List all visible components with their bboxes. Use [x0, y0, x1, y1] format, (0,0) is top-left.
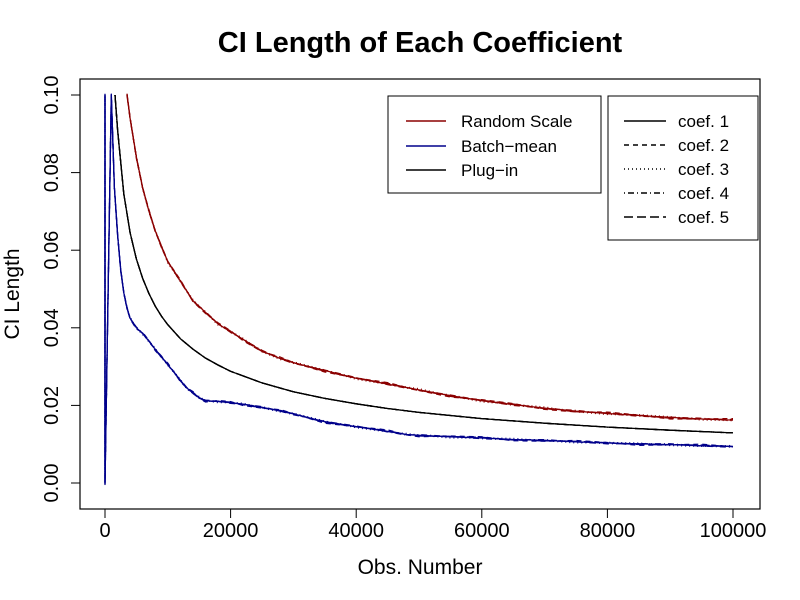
y-tick-label: 0.06	[41, 231, 63, 270]
x-axis: 0 20000 40000 60000 80000 100000	[99, 508, 767, 542]
legend-label-coef-3: coef. 3	[678, 160, 729, 179]
y-axis-label: CI Length	[1, 248, 24, 339]
y-tick-label: 0.02	[41, 386, 63, 425]
x-tick-label: 40000	[328, 520, 384, 542]
legend-label-plug-in: Plug−in	[461, 161, 518, 180]
x-tick-label: 100000	[700, 520, 767, 542]
x-tick-label: 0	[99, 520, 110, 542]
series-line-batch-mean-coef-5	[104, 93, 734, 485]
legend-coefs: coef. 1 coef. 2 coef. 3 coef. 4 coef. 5	[607, 95, 759, 241]
x-tick-label: 80000	[580, 520, 636, 542]
y-tick-label: 0.04	[41, 308, 63, 347]
legend-label-batch-mean: Batch−mean	[461, 137, 557, 156]
chart-title: CI Length of Each Coefficient	[218, 27, 623, 59]
series-layer	[104, 93, 734, 486]
y-axis: 0.00 0.02 0.04 0.06 0.08 0.10	[41, 76, 81, 503]
y-tick-label: 0.08	[41, 153, 63, 192]
legend-label-coef-5: coef. 5	[678, 208, 729, 227]
x-tick-label: 60000	[454, 520, 510, 542]
series-line-plug-in-coef-3	[114, 94, 734, 434]
legend-label-coef-4: coef. 4	[678, 184, 729, 203]
series-line-plug-in-coef-5	[114, 94, 734, 434]
legend-label-random-scale: Random Scale	[461, 112, 573, 131]
legend-coefs-box	[607, 95, 759, 241]
legend-methods: Random Scale Batch−mean Plug−in	[387, 95, 602, 194]
legend-label-coef-1: coef. 1	[678, 112, 729, 131]
x-tick-label: 20000	[203, 520, 259, 542]
legend-methods-box	[387, 95, 602, 194]
series-line-random-scale-coef-5	[126, 94, 734, 421]
series-line-random-scale-coef-4	[126, 94, 734, 422]
legend-label-coef-2: coef. 2	[678, 136, 729, 155]
y-tick-label: 0.10	[41, 76, 63, 115]
series-line-random-scale-coef-2	[126, 93, 734, 420]
x-axis-label: Obs. Number	[358, 556, 483, 579]
y-tick-label: 0.00	[41, 464, 63, 503]
